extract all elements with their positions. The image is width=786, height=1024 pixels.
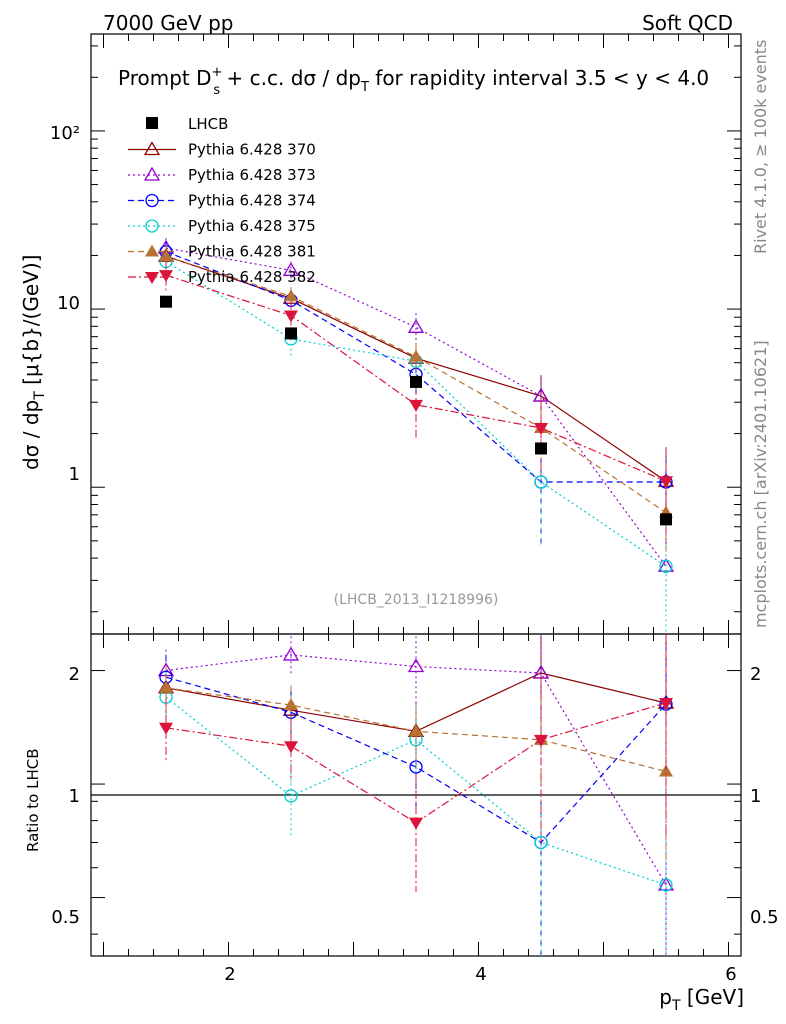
- legend-label: Pythia 6.428 370: [188, 141, 316, 159]
- ratio-point: [284, 698, 298, 711]
- reference-series: [160, 295, 672, 526]
- ratio-line: [165, 676, 667, 844]
- main-y-tick-label: 1: [69, 464, 80, 485]
- legend-item: Pythia 6.428 375: [128, 217, 316, 235]
- legend-item: Pythia 6.428 381: [128, 243, 316, 261]
- reference-point: [535, 442, 547, 455]
- main-y-tick-label: 10: [57, 293, 80, 314]
- legend-item: Pythia 6.428 374: [128, 192, 316, 210]
- legend-label: Pythia 6.428 373: [188, 166, 316, 184]
- x-tick-label: 2: [224, 964, 235, 985]
- ratio-point: [159, 722, 173, 735]
- main-y-tick-label: 10²: [50, 123, 80, 144]
- data-point: [159, 270, 173, 283]
- legend-item: Pythia 6.428 382: [128, 268, 316, 286]
- series-1: [157, 238, 675, 608]
- legend-item: Pythia 6.428 373: [128, 166, 316, 184]
- ratio-point: [659, 698, 673, 711]
- ratio-series-group: [157, 634, 675, 956]
- ratio-point: [534, 734, 548, 747]
- data-point: [159, 249, 173, 262]
- legend-item: Pythia 6.428 370: [128, 141, 316, 159]
- analysis-id: (LHCB_2013_I1218996): [334, 592, 499, 608]
- series-5: [159, 261, 673, 545]
- plot-title: Prompt D+ s + c.c. dσ / dpT for rapidity …: [118, 65, 709, 98]
- process-label: Soft QCD: [642, 11, 733, 35]
- data-point: [282, 262, 300, 276]
- ratio-point: [407, 658, 425, 673]
- ratio-point: [659, 764, 673, 777]
- reference-point: [160, 295, 172, 308]
- legend: LHCB Pythia 6.428 370 Pythia 6.428 373 Pyth…: [128, 115, 316, 286]
- data-point: [409, 399, 423, 412]
- legend-label: Pythia 6.428 382: [188, 268, 316, 286]
- legend-label: LHCB: [188, 115, 228, 133]
- x-tick-label: 4: [475, 964, 486, 985]
- ratio-series-5: [159, 634, 673, 892]
- data-point: [284, 289, 298, 302]
- data-point: [407, 319, 425, 333]
- legend-label: Pythia 6.428 374: [188, 192, 316, 210]
- rivet-version-label: Rivet 4.1.0, ≥ 100k events: [751, 40, 770, 254]
- ratio-point: [409, 724, 423, 737]
- ratio-point: [659, 878, 673, 892]
- ratio-y-tick-label-right: 0.5: [750, 907, 779, 928]
- axis-ticks: [91, 34, 741, 956]
- main-y-axis-label: dσ / dpT [μ{b}/(GeV)]: [19, 255, 48, 470]
- legend-marker: [143, 166, 161, 181]
- ratio-y-tick-label-right: 2: [750, 664, 761, 685]
- data-point: [534, 475, 548, 489]
- legend-marker: [145, 219, 159, 233]
- ratio-line: [165, 696, 667, 886]
- ratio-y-tick-label-right: 1: [750, 786, 761, 807]
- main-series-group: [157, 238, 675, 634]
- legend-marker: [143, 141, 161, 156]
- reference-point: [410, 375, 422, 388]
- legend-label: Pythia 6.428 381: [188, 243, 316, 261]
- data-point: [284, 310, 298, 323]
- ratio-point: [159, 680, 173, 693]
- energy-label: 7000 GeV pp: [103, 11, 234, 35]
- ratio-point: [534, 835, 548, 850]
- legend-label: Pythia 6.428 375: [188, 217, 316, 235]
- series-3: [159, 249, 673, 634]
- legend-marker: [146, 117, 158, 129]
- data-point: [409, 349, 423, 362]
- ratio-point: [409, 817, 423, 830]
- ratio-y-tick-label: 0.5: [51, 907, 80, 928]
- x-tick-label: 6: [725, 964, 736, 985]
- data-point: [659, 476, 673, 489]
- ratio-y-tick-label: 2: [69, 664, 80, 685]
- mcplots-source-label: mcplots.cern.ch [arXiv:2401.10621]: [751, 340, 770, 628]
- ratio-y-tick-label: 1: [69, 786, 80, 807]
- ratio-point: [282, 646, 300, 661]
- reference-point: [285, 327, 297, 340]
- ratio-point: [284, 789, 298, 803]
- legend-item-lhcb: LHCB: [146, 115, 228, 133]
- series-line: [165, 260, 667, 567]
- ratio-y-axis-label: Ratio to LHCB: [24, 748, 42, 852]
- legend-marker: [145, 193, 159, 208]
- legend-marker: [145, 244, 159, 257]
- data-point: [534, 422, 548, 435]
- x-axis-label: pT [GeV]: [659, 985, 744, 1014]
- ratio-point: [284, 741, 298, 754]
- data-point: [659, 559, 673, 573]
- reference-point: [660, 513, 672, 526]
- legend-marker: [145, 272, 159, 284]
